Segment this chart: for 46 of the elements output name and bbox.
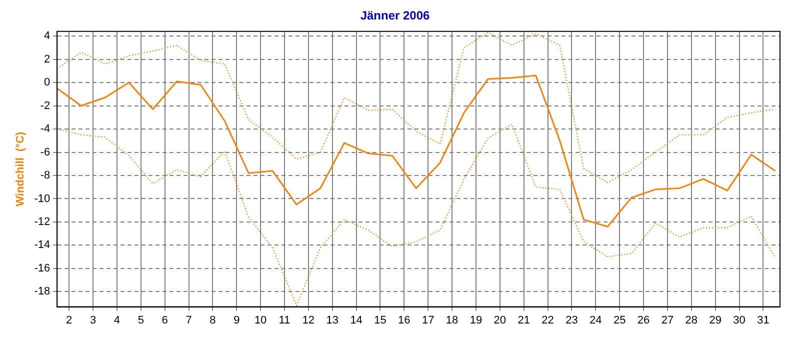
x-tick-label: 15 bbox=[374, 314, 386, 326]
x-tick-label: 3 bbox=[90, 314, 96, 326]
x-tick-label: 17 bbox=[422, 314, 434, 326]
x-tick-label: 30 bbox=[733, 314, 746, 326]
chart-title: Jänner 2006 bbox=[360, 8, 430, 23]
line-series bbox=[57, 124, 776, 306]
x-tick-label: 12 bbox=[302, 314, 315, 326]
y-tick-label: -6 bbox=[40, 146, 50, 158]
x-tick-label: 8 bbox=[210, 314, 216, 326]
x-tick-label: 6 bbox=[162, 314, 168, 326]
x-tick-label: 20 bbox=[494, 314, 506, 326]
y-tick-label: -2 bbox=[40, 100, 50, 112]
x-tick-label: 13 bbox=[326, 314, 338, 326]
y-tick-label: -10 bbox=[34, 192, 50, 205]
x-tick-label: 22 bbox=[542, 314, 554, 326]
x-tick-label: 7 bbox=[186, 314, 192, 326]
x-tick-label: 11 bbox=[278, 314, 290, 326]
x-tick-label: 9 bbox=[234, 314, 240, 326]
x-tick-label: 26 bbox=[637, 314, 650, 326]
line-series bbox=[57, 32, 776, 184]
y-tick-label: 4 bbox=[44, 30, 50, 42]
x-tick-label: 23 bbox=[566, 314, 578, 326]
x-tick-label: 31 bbox=[757, 314, 770, 326]
y-tick-label: -8 bbox=[40, 170, 50, 182]
y-tick-label: 2 bbox=[44, 53, 50, 66]
x-tick-label: 16 bbox=[398, 314, 410, 326]
x-tick-label: 21 bbox=[518, 314, 530, 326]
x-tick-label: 4 bbox=[114, 314, 120, 326]
y-tick-label: -4 bbox=[40, 123, 50, 136]
x-tick-label: 28 bbox=[685, 314, 698, 326]
x-tick-label: 5 bbox=[138, 314, 144, 326]
y-tick-label: -12 bbox=[34, 216, 50, 228]
x-tick-label: 2 bbox=[66, 314, 72, 326]
x-tick-label: 27 bbox=[661, 314, 674, 326]
x-tick-label: 14 bbox=[350, 314, 362, 326]
y-tick-label: -16 bbox=[34, 262, 50, 274]
x-tick-label: 24 bbox=[590, 314, 602, 326]
y-tick-label: 0 bbox=[44, 76, 50, 89]
y-tick-label: -14 bbox=[34, 239, 50, 252]
y-axis-title: Windchill (°C) bbox=[14, 131, 27, 206]
x-tick-label: 29 bbox=[709, 314, 722, 326]
x-tick-label: 25 bbox=[613, 314, 626, 326]
x-tick-label: 19 bbox=[470, 314, 482, 326]
x-tick-label: 18 bbox=[446, 314, 458, 326]
x-tick-label: 10 bbox=[254, 314, 267, 326]
y-tick-label: -18 bbox=[34, 286, 50, 298]
